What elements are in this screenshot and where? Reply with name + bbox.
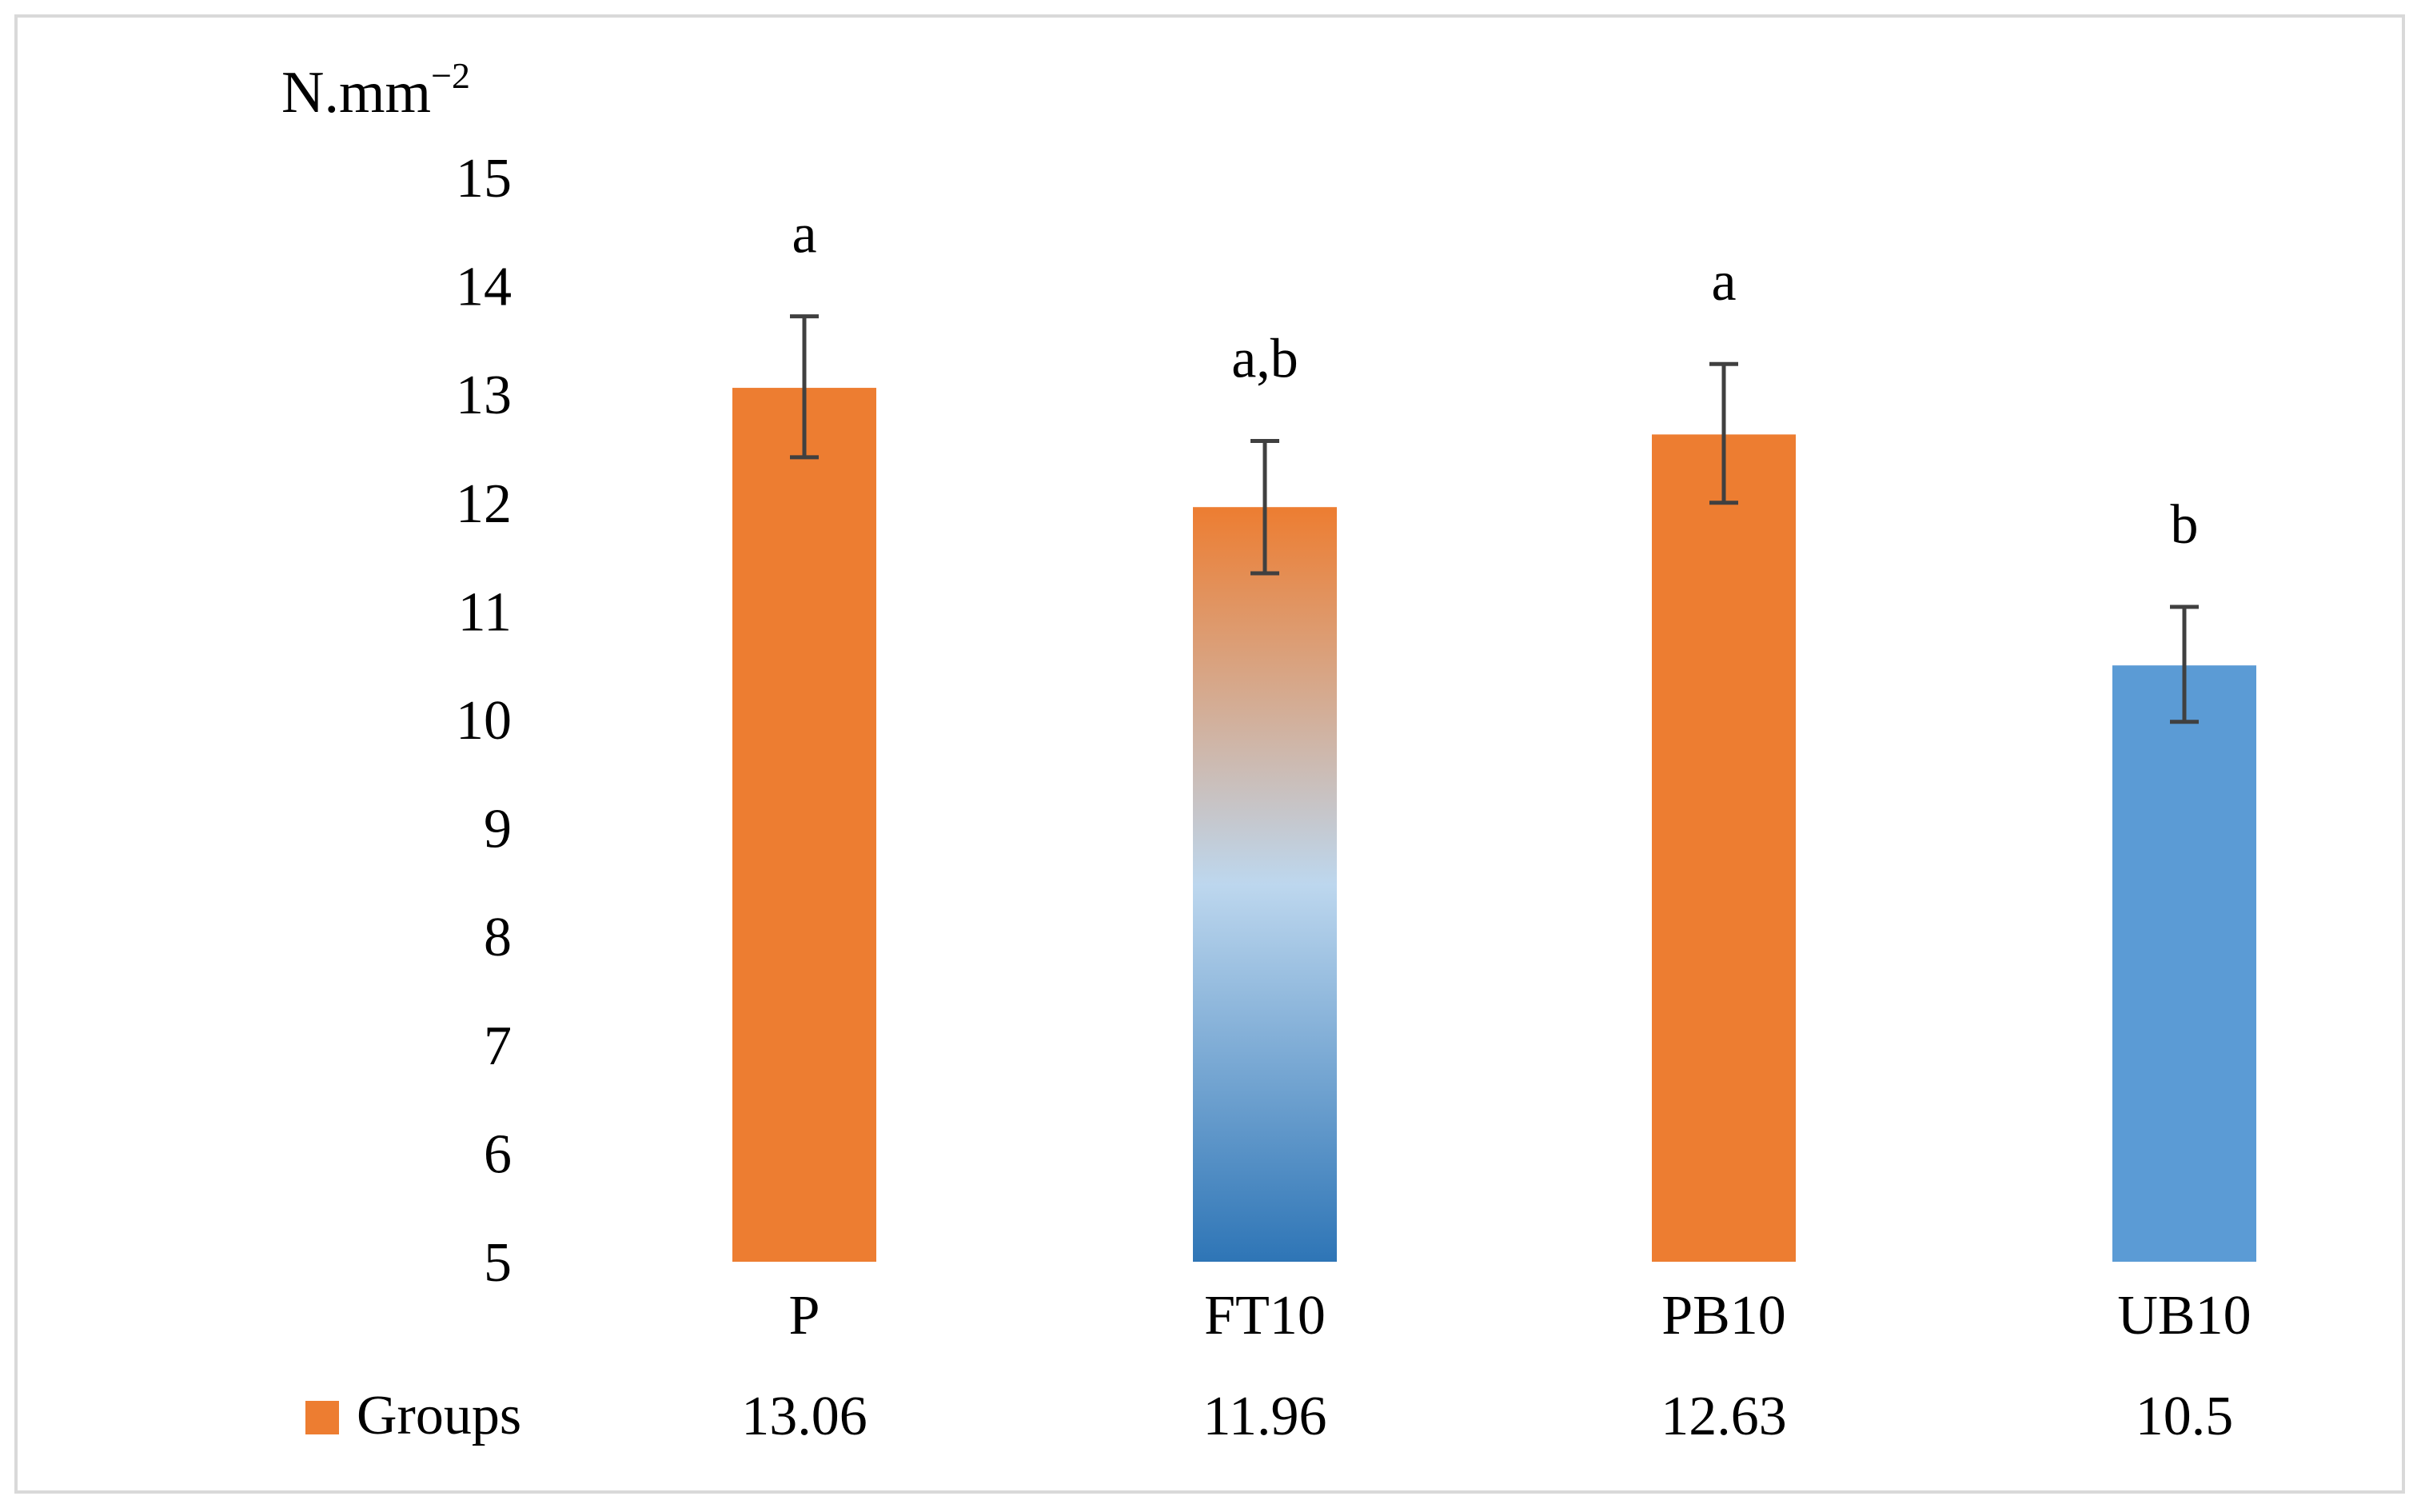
y-tick-label: 10 (456, 690, 512, 752)
data-table-values: 13.06 11.96 12.63 10.5 (741, 1386, 2233, 1447)
significance-label-p: a (792, 204, 816, 265)
bar-ft10 (1193, 507, 1337, 1262)
significance-label-pb10: a (1711, 251, 1736, 313)
category-label-pb10: PB10 (1661, 1285, 1786, 1346)
bars (732, 388, 2256, 1263)
bar-p (732, 388, 876, 1263)
y-tick-label: 9 (484, 799, 512, 860)
y-axis-label: N.mm−2 (281, 55, 470, 126)
y-tick-label: 12 (456, 473, 512, 535)
y-tick-label: 13 (456, 365, 512, 426)
data-table-legend: Groups (305, 1385, 521, 1446)
table-value-ub10: 10.5 (2136, 1386, 2234, 1447)
y-tick-label: 14 (456, 257, 512, 318)
significance-label-ub10: b (2171, 494, 2199, 556)
x-axis-category-labels: P FT10 PB10 UB10 (789, 1285, 2252, 1346)
y-tick-label: 7 (484, 1015, 512, 1077)
category-label-ft10: FT10 (1204, 1285, 1326, 1346)
table-value-pb10: 12.63 (1661, 1386, 1787, 1447)
category-label-ub10: UB10 (2117, 1285, 2251, 1346)
table-value-p: 13.06 (741, 1386, 867, 1447)
y-tick-label: 11 (458, 581, 512, 643)
legend-swatch (305, 1401, 339, 1434)
significance-labels: a a,b a b (792, 204, 2198, 556)
category-label-p: P (789, 1285, 820, 1346)
y-tick-label: 6 (484, 1123, 512, 1185)
bar-pb10 (1652, 434, 1796, 1262)
y-tick-label: 15 (456, 148, 512, 209)
legend-label: Groups (357, 1385, 521, 1446)
error-bar-ub10 (2170, 604, 2199, 724)
bar-ub10 (2112, 665, 2256, 1262)
error-bar-ft10 (1250, 439, 1279, 576)
error-bars (790, 314, 2199, 724)
table-value-ft10: 11.96 (1203, 1386, 1327, 1447)
error-bar-pb10 (1709, 361, 1738, 505)
y-tick-label: 5 (484, 1232, 512, 1294)
y-axis-ticks: 5 6 7 8 9 10 11 12 13 14 15 (456, 148, 512, 1294)
error-bar-p (790, 314, 819, 460)
significance-label-ft10: a,b (1231, 329, 1298, 390)
y-tick-label: 8 (484, 907, 512, 968)
